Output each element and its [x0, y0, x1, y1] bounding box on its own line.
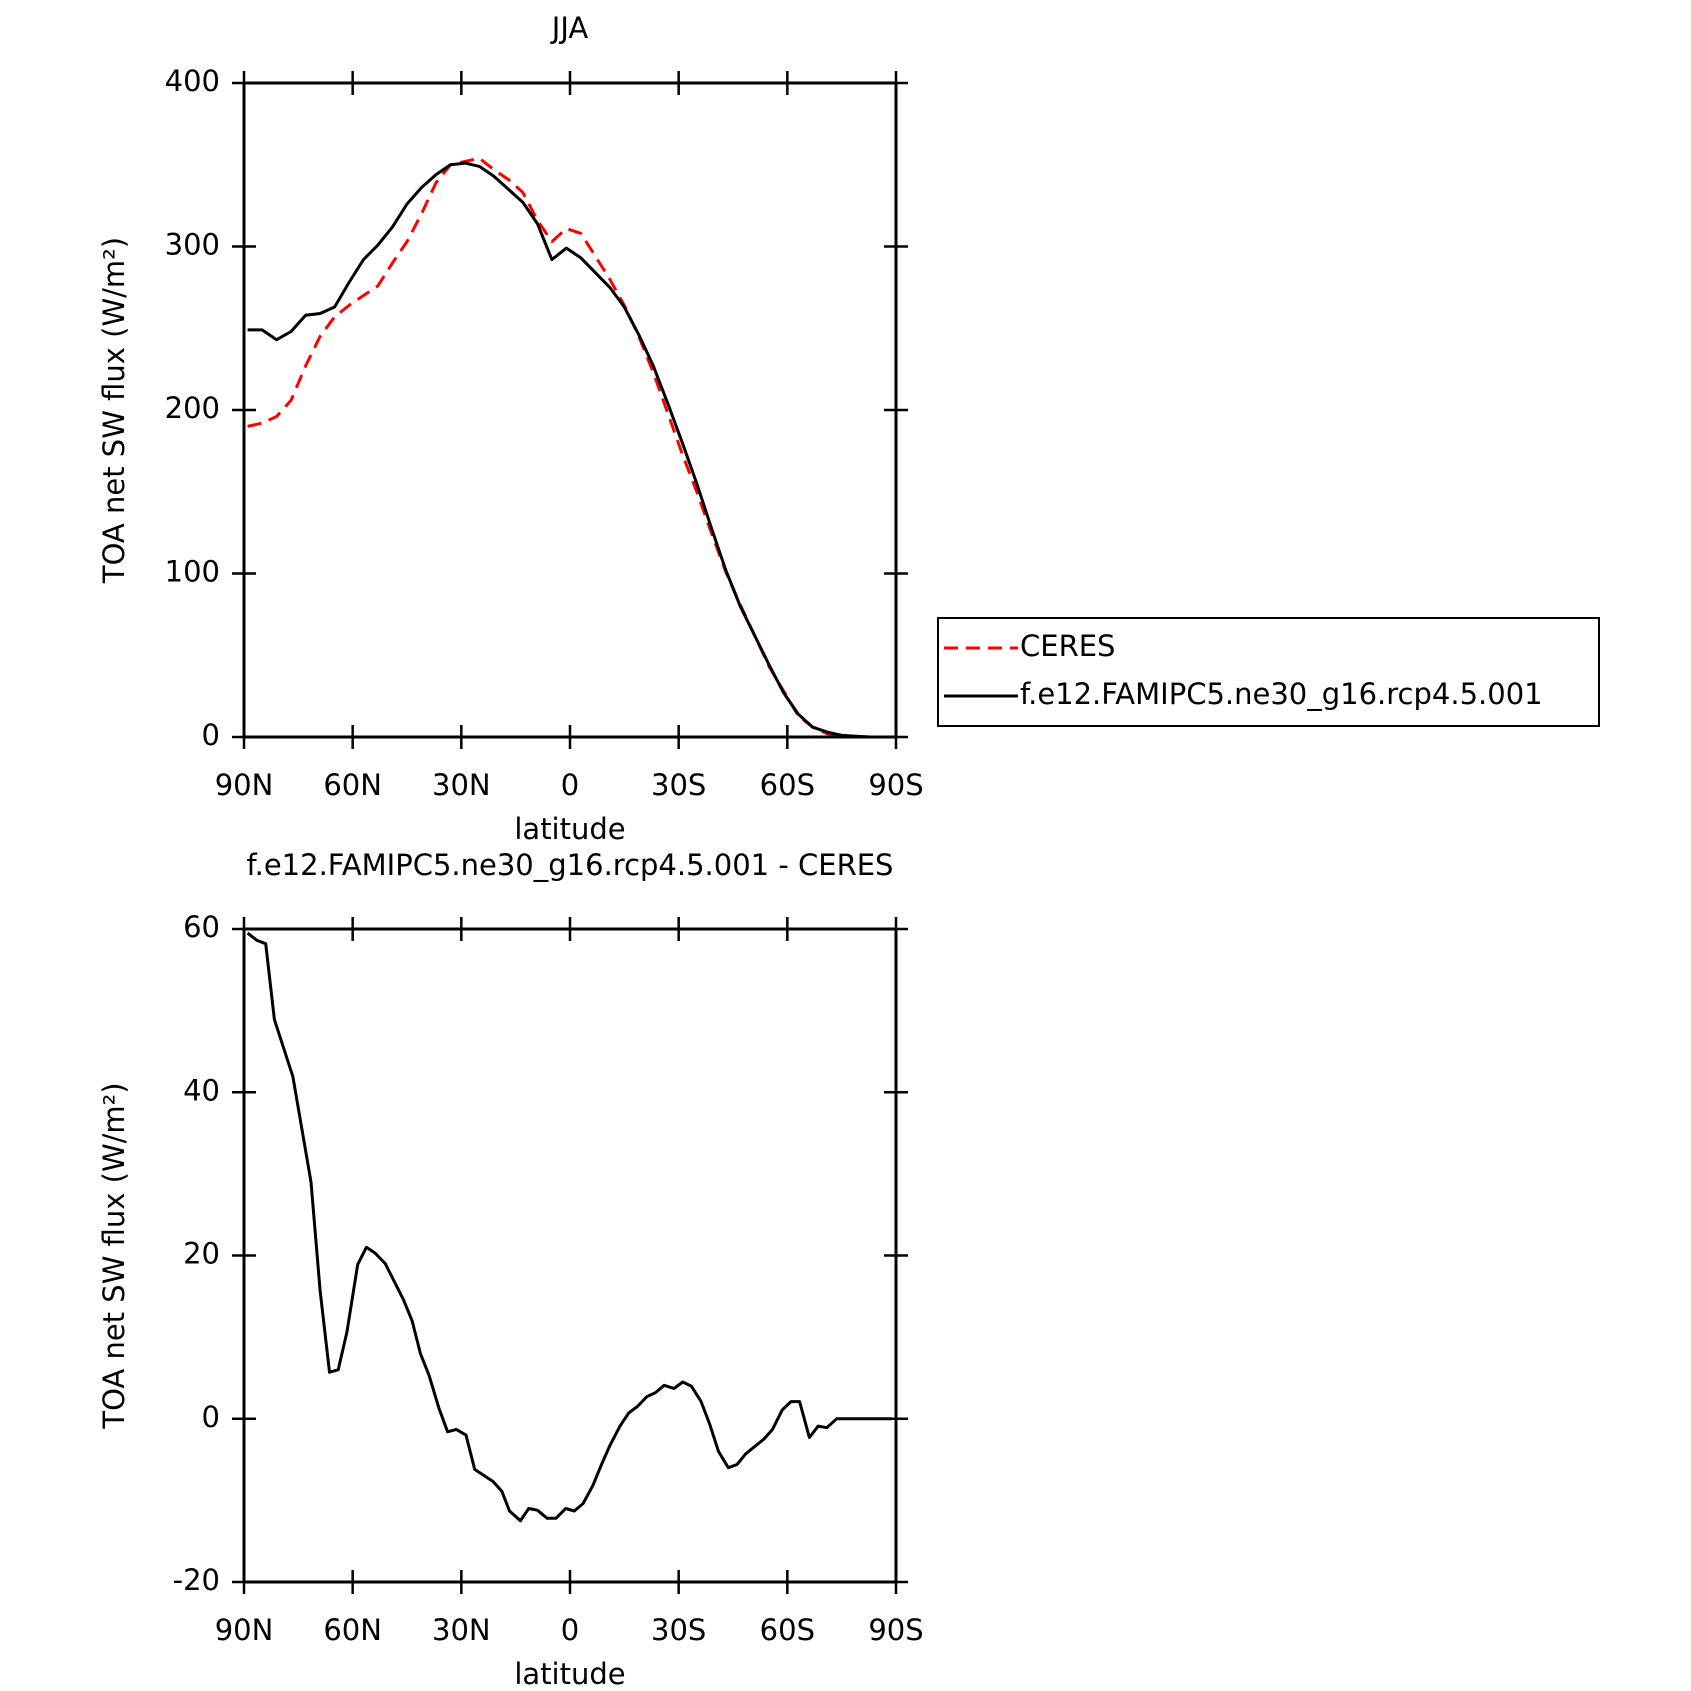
data-line	[247, 156, 886, 739]
y-axis-label: TOA net SW flux (W/m²)	[97, 1082, 131, 1429]
y-tick-label: -20	[173, 1563, 220, 1597]
x-tick-label: 30N	[432, 1613, 491, 1647]
x-tick-label: 90S	[868, 768, 923, 802]
x-axis-label: latitude	[514, 812, 625, 846]
y-tick-label: 20	[183, 1237, 220, 1271]
y-tick-label: 60	[183, 910, 220, 944]
y-tick-label: 0	[202, 718, 220, 752]
y-tick-label: 300	[165, 228, 220, 262]
y-tick-label: 0	[202, 1400, 220, 1434]
x-tick-label: 0	[561, 768, 579, 802]
x-tick-label: 90N	[215, 1613, 274, 1647]
x-tick-label: 0	[561, 1613, 579, 1647]
legend-label: f.e12.FAMIPC5.ne30_g16.rcp4.5.001	[1020, 677, 1543, 711]
plot-frame	[242, 81, 898, 739]
y-tick-label: 200	[165, 391, 220, 425]
x-tick-label: 60N	[323, 768, 382, 802]
y-tick-label: 400	[165, 64, 220, 98]
x-axis-label: latitude	[514, 1657, 625, 1691]
legend-label: CERES	[1020, 629, 1115, 663]
plot-frame	[242, 927, 898, 1584]
x-tick-label: 60N	[323, 1613, 382, 1647]
x-tick-label: 90N	[215, 768, 274, 802]
x-tick-label: 60S	[760, 1613, 815, 1647]
x-tick-label: 30S	[651, 768, 706, 802]
chart-title: JJA	[550, 11, 589, 45]
x-tick-label: 90S	[868, 1613, 923, 1647]
y-tick-label: 40	[183, 1073, 220, 1107]
x-tick-label: 60S	[760, 768, 815, 802]
x-tick-label: 30S	[651, 1613, 706, 1647]
x-tick-label: 30N	[432, 768, 491, 802]
legend-box	[937, 617, 1600, 727]
y-axis-label: TOA net SW flux (W/m²)	[97, 237, 131, 584]
data-line	[247, 161, 886, 739]
y-tick-label: 100	[165, 555, 220, 589]
chart-title: f.e12.FAMIPC5.ne30_g16.rcp4.5.001 - CERE…	[247, 848, 894, 882]
data-line	[246, 931, 892, 1523]
